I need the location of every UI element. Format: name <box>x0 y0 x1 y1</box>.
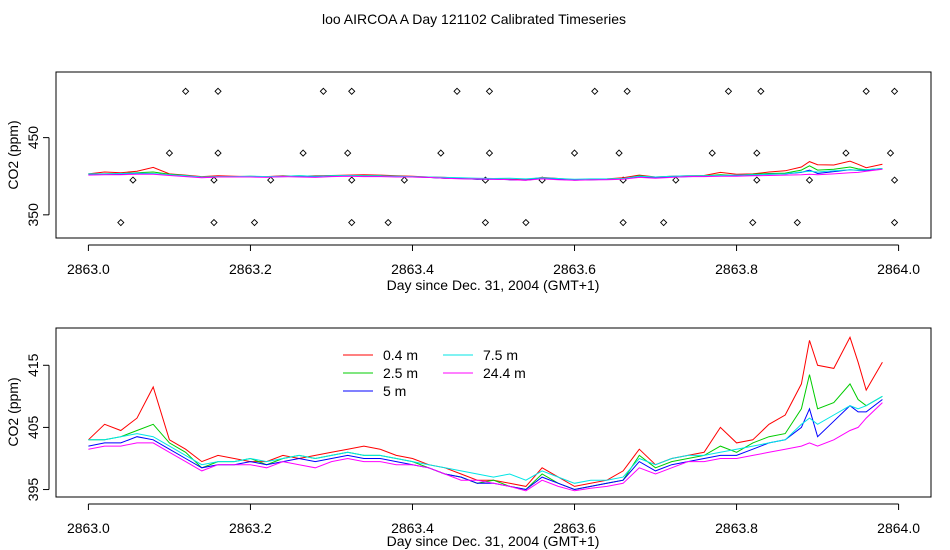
top-x-tick-label: 2863.0 <box>67 261 110 277</box>
sample-marker <box>299 149 307 157</box>
sample-marker <box>805 176 814 184</box>
legend-label: 24.4 m <box>483 365 526 381</box>
sample-marker <box>660 218 668 227</box>
sample-marker <box>129 176 137 184</box>
sample-marker <box>591 87 599 95</box>
y-axis-label-bottom: CO2 (ppm) <box>5 377 21 446</box>
legend-label: 2.5 m <box>383 365 418 381</box>
x-axis-label-bottom: Day since Dec. 31, 2004 (GMT+1) <box>387 533 600 549</box>
legend-label: 7.5 m <box>483 347 518 363</box>
bottom-x-tick-label: 2863.0 <box>67 520 110 536</box>
bottom-x-tick-label: 2863.6 <box>553 520 596 536</box>
axes-top: 2863.0 2863.2 2863.4 2863.6 2863.8 2864.0 350 4… <box>25 126 920 277</box>
sample-marker <box>250 218 259 227</box>
sample-marker <box>210 176 218 184</box>
sample-marker <box>753 149 761 157</box>
top-x-tick-label: 2863.2 <box>229 261 272 277</box>
bottom-x-tick-label: 2863.8 <box>715 520 758 536</box>
panel-bottom: 2863.0 2863.2 2863.4 2863.6 2863.8 2864.0 395 4… <box>5 327 932 549</box>
sample-marker <box>348 218 356 227</box>
sample-marker <box>890 176 899 184</box>
sample-marker <box>165 149 174 157</box>
plot-frame-top <box>55 71 932 239</box>
top-x-tick-label: 2863.8 <box>715 261 758 277</box>
bottom-series-24-4-mm-line <box>88 402 883 492</box>
legend: 0.4 m 2.5 m 5 m 7.5 m 24.4 m <box>343 347 526 399</box>
sample-marker <box>672 176 680 184</box>
bottom-y-tick-label: 395 <box>25 478 41 502</box>
chart-title: loo AIRCOA A Day 121102 Calibrated Times… <box>322 11 626 27</box>
sample-marker <box>181 87 190 95</box>
sample-marker <box>267 176 275 184</box>
sample-marker <box>886 149 895 157</box>
sample-marker <box>724 87 733 95</box>
top-x-tick-label: 2864.0 <box>877 261 920 277</box>
series-lines-top <box>88 160 883 181</box>
sample-marker <box>757 87 765 95</box>
axes-bottom: 2863.0 2863.2 2863.4 2863.6 2863.8 2864.0 395 4… <box>25 353 920 536</box>
sample-marker <box>793 218 801 227</box>
bottom-y-tick-label: 405 <box>25 416 41 440</box>
sample-marker <box>619 218 627 227</box>
bottom-series-0-4-mm-line <box>88 336 883 487</box>
bottom-x-tick-label: 2863.2 <box>229 520 272 536</box>
top-x-tick-label: 2863.4 <box>391 261 434 277</box>
series-lines-bottom <box>88 336 883 492</box>
sample-marker <box>570 149 579 157</box>
bottom-series-2-5-mm-line <box>88 374 883 491</box>
bottom-series-7-5-mm-line <box>88 395 883 484</box>
top-x-tick-label: 2863.6 <box>553 261 596 277</box>
sample-marker <box>890 218 899 227</box>
y-axis-label-top: CO2 (ppm) <box>5 120 21 189</box>
sample-marker <box>214 149 222 157</box>
x-axis-label-top: Day since Dec. 31, 2004 (GMT+1) <box>387 277 600 293</box>
sample-marker <box>210 218 218 227</box>
sample-marker <box>348 176 356 184</box>
sample-marker <box>623 87 631 95</box>
sample-marker <box>842 149 850 157</box>
bottom-x-tick-label: 2864.0 <box>877 520 920 536</box>
sample-markers <box>117 87 899 227</box>
top-y-tick-label: 350 <box>25 203 41 227</box>
sample-marker <box>384 218 392 227</box>
sample-marker <box>485 87 494 95</box>
sample-marker <box>753 176 761 184</box>
plot-frame-bottom <box>55 327 932 498</box>
top-y-tick-label: 450 <box>25 126 41 150</box>
sample-marker <box>214 87 222 95</box>
sample-marker <box>400 176 409 184</box>
legend-label: 0.4 m <box>383 347 418 363</box>
sample-marker <box>319 87 327 95</box>
sample-marker <box>890 87 899 95</box>
sample-marker <box>481 218 490 227</box>
sample-marker <box>749 218 757 227</box>
sample-marker <box>348 87 356 95</box>
sample-marker <box>344 149 352 157</box>
top-series-24-4-mm-line <box>88 168 883 181</box>
sample-marker <box>522 218 530 227</box>
sample-marker <box>117 218 125 227</box>
legend-label: 5 m <box>383 383 406 399</box>
panel-top: 2863.0 2863.2 2863.4 2863.6 2863.8 2864.0 350 4… <box>5 71 932 293</box>
sample-marker <box>708 149 716 157</box>
sample-marker <box>485 149 494 157</box>
sample-marker <box>862 87 870 95</box>
bottom-x-tick-label: 2863.4 <box>391 520 434 536</box>
sample-marker <box>437 149 445 157</box>
bottom-y-tick-label: 415 <box>25 353 41 377</box>
sample-marker <box>615 149 623 157</box>
sample-marker <box>453 87 461 95</box>
